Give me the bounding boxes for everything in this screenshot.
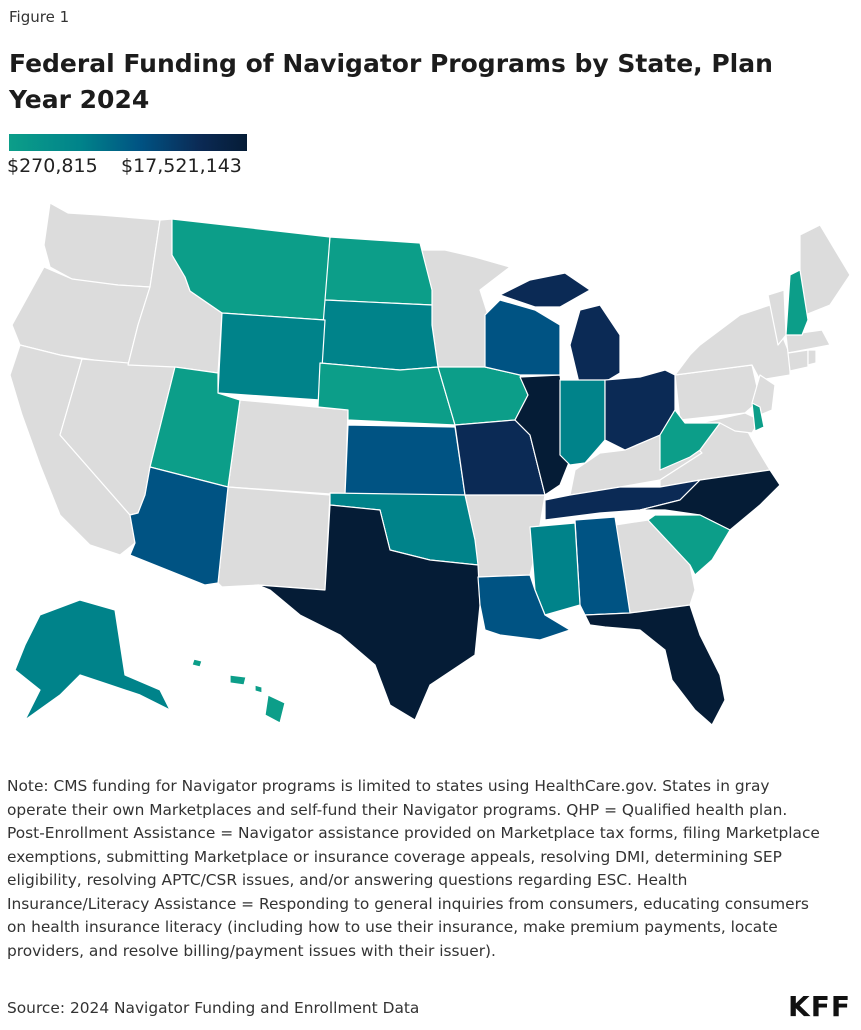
state-wi[interactable] xyxy=(484,299,561,376)
state-wv[interactable] xyxy=(659,409,721,471)
state-nd[interactable] xyxy=(324,236,433,306)
state-de[interactable] xyxy=(751,402,765,432)
state-tx[interactable] xyxy=(257,504,481,721)
chart-note: Note: CMS funding for Navigator programs… xyxy=(7,777,820,960)
chart-title: Federal Funding of Navigator Programs by… xyxy=(9,49,773,114)
state-az[interactable] xyxy=(129,466,229,586)
state-co[interactable] xyxy=(227,399,349,496)
chart-source: Source: 2024 Navigator Funding and Enrol… xyxy=(7,999,420,1017)
state-wy[interactable] xyxy=(217,312,326,401)
state-me[interactable] xyxy=(799,224,851,316)
state-ri[interactable] xyxy=(807,349,817,366)
legend-max-label: $17,521,143 xyxy=(121,155,242,177)
state-ny[interactable] xyxy=(674,304,791,381)
legend-min-label: $270,815 xyxy=(7,155,98,177)
state-nh[interactable] xyxy=(785,269,809,336)
state-ct[interactable] xyxy=(787,349,809,372)
state-ks[interactable] xyxy=(344,424,466,496)
state-la[interactable] xyxy=(477,574,571,641)
state-nm[interactable] xyxy=(217,486,331,591)
state-nj[interactable] xyxy=(751,374,776,416)
figure-label: Figure 1 xyxy=(9,8,70,26)
state-sd[interactable] xyxy=(319,299,439,371)
self-funded-states xyxy=(9,202,851,614)
state-ms[interactable] xyxy=(529,522,581,616)
state-in[interactable] xyxy=(559,379,606,466)
kff-logo: KFF xyxy=(788,990,851,1023)
state-ma[interactable] xyxy=(785,329,831,354)
us-state-map xyxy=(0,195,861,735)
color-scale-legend xyxy=(9,134,247,151)
state-fl[interactable] xyxy=(584,604,726,726)
state-ak[interactable] xyxy=(14,599,171,721)
state-ne[interactable] xyxy=(317,362,456,426)
state-hi[interactable] xyxy=(191,658,286,724)
state-sc[interactable] xyxy=(647,514,731,576)
federally-funded-states xyxy=(14,218,809,726)
